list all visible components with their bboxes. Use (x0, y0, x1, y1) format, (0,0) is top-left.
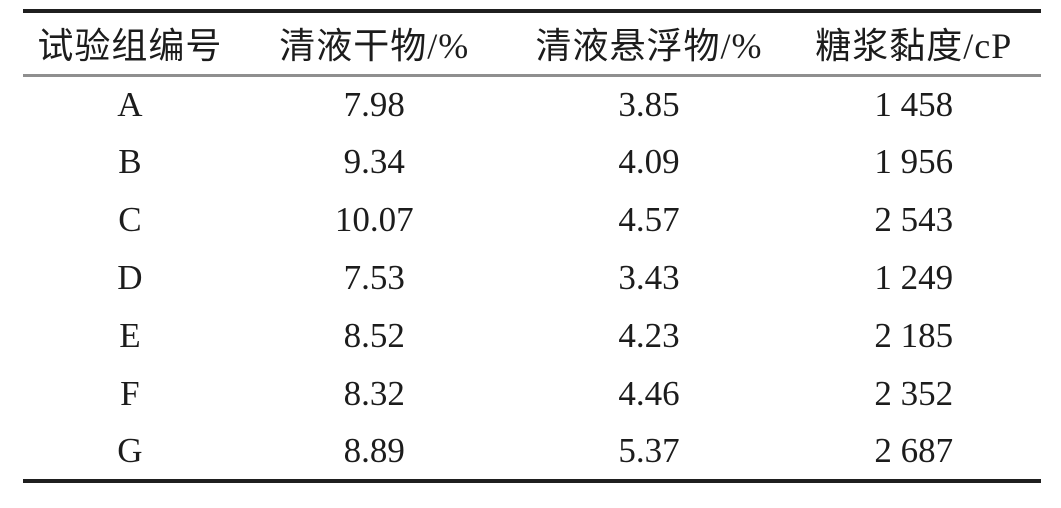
header-row: 试验组编号 清液干物/% 清液悬浮物/% 糖浆黏度/cP (23, 11, 1041, 75)
cell-group: C (118, 200, 142, 239)
table-body: A 7.98 3.85 1 458 B 9.34 4.09 1 956 C 10… (23, 75, 1041, 481)
cell-viscosity: 1 956 (874, 142, 954, 181)
cell-dry-matter: 7.53 (343, 258, 405, 297)
table-row: B 9.34 4.09 1 956 (23, 133, 1041, 191)
cell-viscosity: 1 249 (874, 258, 954, 297)
cell-group: A (117, 84, 143, 124)
cell-dry-matter: 8.52 (343, 316, 405, 355)
cell-suspended: 4.23 (618, 316, 680, 355)
results-table: 试验组编号 清液干物/% 清液悬浮物/% 糖浆黏度/cP A 7.98 3.85… (23, 9, 1041, 483)
cell-dry-matter: 8.89 (343, 431, 405, 470)
table-header: 试验组编号 清液干物/% 清液悬浮物/% 糖浆黏度/cP (23, 11, 1041, 75)
table-row: A 7.98 3.85 1 458 (23, 75, 1041, 133)
table-row: G 8.89 5.37 2 687 (23, 423, 1041, 481)
header-dry-matter: 清液干物/% (279, 26, 470, 67)
cell-suspended: 3.43 (618, 258, 680, 297)
cell-suspended: 4.46 (618, 374, 680, 413)
results-table-wrapper: 试验组编号 清液干物/% 清液悬浮物/% 糖浆黏度/cP A 7.98 3.85… (23, 9, 1041, 483)
cell-viscosity: 2 185 (874, 316, 954, 355)
cell-viscosity: 2 352 (874, 374, 954, 413)
table-row: C 10.07 4.57 2 543 (23, 191, 1041, 249)
cell-group: D (117, 258, 143, 297)
cell-group: F (120, 374, 140, 413)
cell-suspended: 3.85 (618, 84, 680, 124)
cell-group: B (118, 142, 142, 181)
cell-dry-matter: 10.07 (334, 200, 414, 239)
table-row: E 8.52 4.23 2 185 (23, 307, 1041, 365)
table-row: D 7.53 3.43 1 249 (23, 249, 1041, 307)
table-row: F 8.32 4.46 2 352 (23, 365, 1041, 423)
cell-suspended: 4.09 (618, 142, 680, 181)
cell-dry-matter: 9.34 (343, 142, 405, 181)
header-group: 试验组编号 (37, 26, 223, 67)
cell-viscosity: 2 687 (874, 431, 954, 470)
cell-viscosity: 2 543 (874, 200, 954, 239)
cell-suspended: 5.37 (618, 431, 680, 470)
cell-dry-matter: 7.98 (343, 84, 405, 124)
cell-dry-matter: 8.32 (343, 374, 405, 413)
header-suspended: 清液悬浮物/% (535, 26, 763, 67)
cell-suspended: 4.57 (618, 200, 680, 239)
header-viscosity: 糖浆黏度/cP (815, 26, 1013, 67)
cell-group: E (119, 316, 141, 355)
cell-group: G (117, 431, 143, 470)
cell-viscosity: 1 458 (874, 84, 954, 124)
